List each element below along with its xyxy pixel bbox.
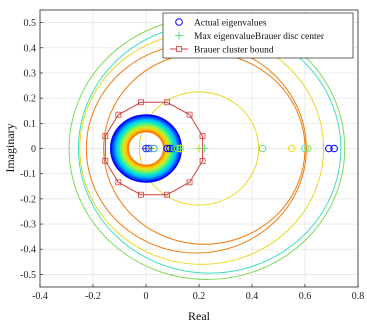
eigenvalue-band [125, 128, 167, 169]
x-tick-label: -0.4 [32, 291, 48, 302]
eigenvalue-point [163, 144, 171, 153]
x-tick-label: -0.2 [85, 291, 101, 302]
eigenvalue-band [123, 127, 169, 170]
y-tick-label: 0.2 [24, 94, 37, 105]
bound-vertex-marker [186, 111, 193, 118]
legend-label: Actual eigenvalues [194, 18, 267, 28]
x-tick-label: 0.2 [193, 291, 206, 302]
bound-vertex-marker [102, 133, 109, 140]
disc-center-marker [200, 144, 209, 153]
legend-marker-circle [175, 18, 183, 26]
y-tick-label: 0.1 [24, 119, 37, 130]
y-tick-label: 0.3 [24, 68, 37, 79]
legend: Actual eigenvalues Max eigenvalueBrauer d… [162, 12, 354, 59]
eigenvalue-point [330, 144, 338, 153]
y-tick-label: 0 [31, 144, 36, 155]
eigenvalue-point [176, 144, 185, 153]
bound-vertex-marker [102, 157, 109, 164]
legend-marker-square [176, 46, 182, 52]
y-tick-label: -0.5 [20, 270, 36, 281]
x-tick-label: 0.8 [352, 291, 365, 302]
bound-vertex-marker [186, 179, 193, 186]
bound-vertex-marker [199, 157, 206, 164]
bound-vertex-marker [138, 99, 144, 106]
eigenvalue-point [174, 144, 182, 153]
bound-vertex-marker [138, 191, 144, 198]
y-tick-label: -0.4 [20, 245, 36, 256]
y-tick-label: 0.4 [24, 43, 37, 54]
brauer-cluster-bound [104, 101, 204, 196]
bound-vertex-marker [164, 99, 170, 106]
legend-label: Brauer cluster bound [194, 45, 274, 55]
grid [39, 10, 359, 287]
eigenvalue-point [144, 144, 153, 153]
x-axis-label: Real [188, 309, 211, 323]
y-tick-label: -0.1 [20, 169, 36, 180]
legend-box [162, 12, 354, 59]
axis-ticks: -0.4 -0.2 0 0.2 0.4 0.6 0.8 -0.5 -0.4 -0.3 -0.2 -0.… [20, 18, 364, 302]
bound-vertex-marker [164, 191, 170, 198]
eigenvalue-point [303, 144, 312, 153]
eigenvalue-band [118, 122, 174, 175]
eigenvalue-point [142, 144, 150, 153]
eigenvalue-point [168, 144, 177, 153]
eigenvalue-point [301, 144, 309, 153]
x-tick-label: 0.6 [299, 291, 312, 302]
eigenvalue-point [166, 144, 174, 153]
eigenvalue-point [258, 144, 267, 153]
y-axis-label: Imaginary [3, 123, 17, 172]
y-tick-label: 0.5 [24, 18, 37, 29]
x-tick-label: 0.4 [246, 291, 259, 302]
y-tick-label: -0.3 [20, 220, 36, 231]
legend-label: Max eigenvalueBrauer disc center [194, 32, 325, 42]
bound-vertex-marker [115, 111, 122, 118]
bound-vertex-marker [199, 133, 206, 140]
brauer-disc [138, 91, 260, 206]
eigenvalue-point [150, 144, 158, 153]
bound-vertex-marker [115, 179, 122, 186]
eigenvalue-point [287, 144, 296, 153]
x-tick-label: 0 [144, 291, 149, 302]
y-tick-label: -0.2 [20, 194, 36, 205]
eigenvalue-point [171, 144, 179, 153]
eigenvalue-point [325, 144, 333, 153]
